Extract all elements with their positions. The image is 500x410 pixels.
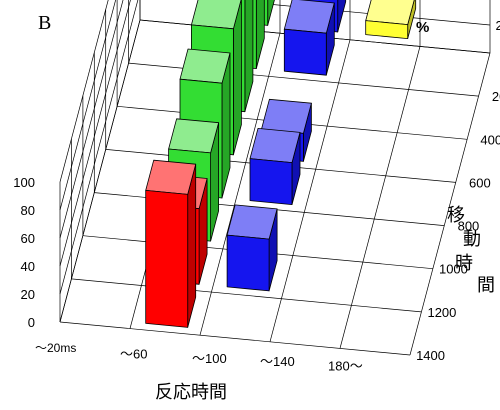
x-tick: ～140: [260, 354, 295, 369]
left-wall-grid-line: [59, 0, 131, 267]
floor-grid-line: [339, 46, 421, 349]
z-tick-left: 60: [21, 231, 35, 246]
floor-grid-line: [409, 52, 491, 356]
bar: [249, 127, 301, 206]
bar-top-face: [168, 118, 220, 154]
y-axis-title-char: 動: [463, 229, 481, 250]
bar-front-face: [249, 158, 293, 206]
bar-top-face: [145, 159, 197, 195]
x-tick: ～60: [120, 347, 147, 362]
bar-front-face: [283, 28, 327, 76]
panel-label: B: [38, 12, 51, 34]
bar-front-face: [365, 20, 409, 39]
bar-top-face: [365, 0, 415, 26]
z-tick-left: 20: [21, 287, 35, 302]
left-wall-grid-line: [59, 0, 124, 239]
y-tick: 1200: [427, 305, 456, 320]
bar-front-face: [226, 234, 270, 292]
z-tick-left: 80: [21, 203, 35, 218]
bar-side-face: [337, 0, 347, 33]
z-tick-right: 40: [496, 0, 500, 5]
bars: [145, 0, 417, 328]
z-unit-label: %: [416, 19, 429, 36]
y-tick: 200: [492, 89, 500, 104]
z-tick-left: 100: [13, 175, 35, 190]
bar-side-face: [255, 0, 265, 69]
bar: [145, 159, 197, 328]
floor-grid-line: [269, 39, 351, 342]
y-axis-title-char: 間: [477, 275, 495, 296]
bar-front-face: [145, 189, 189, 328]
y-axis-title-char: 移: [447, 205, 465, 226]
y-tick: 400: [480, 132, 500, 147]
bar-side-face: [244, 0, 254, 113]
y-tick: 600: [469, 175, 491, 190]
y-tick: 1400: [416, 348, 445, 363]
bar-side-face: [267, 0, 275, 26]
floor-grid-line: [59, 321, 411, 356]
bar: [365, 0, 417, 39]
left-wall-grid-line: [59, 19, 141, 323]
y-tick: 800: [458, 219, 480, 234]
bar-top-face: [260, 98, 312, 134]
bar: [226, 204, 278, 292]
bar: [283, 0, 335, 76]
x-axis-title: 反応時間: [155, 382, 227, 403]
left-wall-grid-line: [59, 0, 139, 295]
floor-grid-line: [199, 33, 281, 336]
y-tick: 1000: [439, 262, 468, 277]
bar-top-face: [283, 0, 335, 34]
bar-top-face: [179, 48, 231, 84]
z-tick-left: 40: [21, 259, 35, 274]
z-tick-right: 20: [496, 18, 500, 33]
left-wall-grid-line: [59, 0, 116, 211]
x-tick: ～100: [192, 351, 227, 366]
z-tick-left: 0: [28, 315, 35, 330]
labels: B % 反応時間 0204060801000204060801000200400…: [13, 0, 500, 403]
bar-top-face: [249, 127, 301, 164]
y-axis-title-char: 時: [455, 253, 473, 274]
bar-top-face: [226, 204, 278, 240]
floor-grid-line: [71, 278, 422, 313]
bar-top-face: [190, 0, 242, 30]
x-tick: ～20ms: [35, 341, 76, 355]
left-wall-grid-line: [59, 0, 109, 183]
x-tick: 180～: [328, 358, 363, 373]
